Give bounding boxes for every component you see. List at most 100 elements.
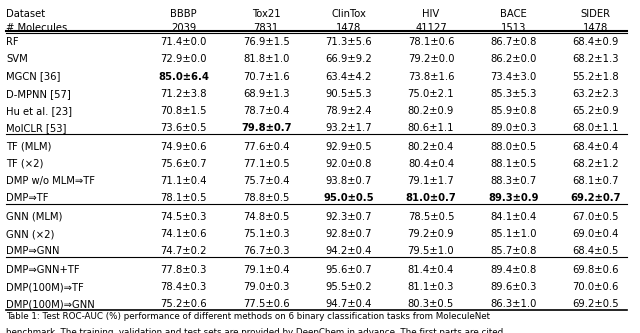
Text: 75.7±0.4: 75.7±0.4 [243,176,289,186]
Text: 67.0±0.5: 67.0±0.5 [573,212,619,222]
Text: 68.4±0.5: 68.4±0.5 [573,246,619,256]
Text: 68.2±1.3: 68.2±1.3 [573,54,619,64]
Text: 77.5±0.6: 77.5±0.6 [243,299,289,309]
Text: 70.0±0.6: 70.0±0.6 [573,282,619,292]
Text: 89.3±0.9: 89.3±0.9 [488,193,539,203]
Text: 70.8±1.5: 70.8±1.5 [161,106,207,116]
Text: 81.8±1.0: 81.8±1.0 [243,54,289,64]
Text: MolCLR [53]: MolCLR [53] [6,123,67,133]
Text: 80.3±0.5: 80.3±0.5 [408,299,454,309]
Text: 73.4±3.0: 73.4±3.0 [490,72,536,82]
Text: 74.5±0.3: 74.5±0.3 [161,212,207,222]
Text: 79.2±0.9: 79.2±0.9 [408,229,454,239]
Text: 1478: 1478 [336,23,361,33]
Text: TF (×2): TF (×2) [6,159,44,169]
Text: BBBP: BBBP [170,9,197,19]
Text: 68.1±0.7: 68.1±0.7 [573,176,619,186]
Text: GNN (×2): GNN (×2) [6,229,54,239]
Text: 79.0±0.3: 79.0±0.3 [243,282,289,292]
Text: 65.2±0.9: 65.2±0.9 [572,106,619,116]
Text: 76.7±0.3: 76.7±0.3 [243,246,289,256]
Text: 70.7±1.6: 70.7±1.6 [243,72,289,82]
Text: 79.5±1.0: 79.5±1.0 [408,246,454,256]
Text: 71.3±5.6: 71.3±5.6 [325,37,372,47]
Text: 71.1±0.4: 71.1±0.4 [161,176,207,186]
Text: 89.6±0.3: 89.6±0.3 [490,282,536,292]
Text: 71.4±0.0: 71.4±0.0 [161,37,207,47]
Text: 79.1±0.4: 79.1±0.4 [243,265,289,275]
Text: Table 1: Test ROC-AUC (%) performance of different methods on 6 binary classific: Table 1: Test ROC-AUC (%) performance of… [6,312,490,321]
Text: 74.1±0.6: 74.1±0.6 [161,229,207,239]
Text: 68.2±1.2: 68.2±1.2 [572,159,619,169]
Text: 68.4±0.4: 68.4±0.4 [573,142,619,152]
Text: DMP(100M)⇒GNN: DMP(100M)⇒GNN [6,299,95,309]
Text: GNN (MLM): GNN (MLM) [6,212,63,222]
Text: D-MPNN [57]: D-MPNN [57] [6,89,71,99]
Text: 80.2±0.4: 80.2±0.4 [408,142,454,152]
Text: Hu et al. [23]: Hu et al. [23] [6,106,72,116]
Text: 55.2±1.8: 55.2±1.8 [572,72,619,82]
Text: 41127: 41127 [415,23,447,33]
Text: 79.2±0.0: 79.2±0.0 [408,54,454,64]
Text: 92.8±0.7: 92.8±0.7 [325,229,372,239]
Text: 66.9±9.2: 66.9±9.2 [325,54,372,64]
Text: 69.2±0.7: 69.2±0.7 [570,193,621,203]
Text: 88.1±0.5: 88.1±0.5 [490,159,536,169]
Text: 78.5±0.5: 78.5±0.5 [408,212,454,222]
Text: 80.2±0.9: 80.2±0.9 [408,106,454,116]
Text: benchmark. The training, validation and test sets are provided by DeepChem in ad: benchmark. The training, validation and … [6,328,504,333]
Text: 73.6±0.5: 73.6±0.5 [161,123,207,133]
Text: DMP⇒GNN+TF: DMP⇒GNN+TF [6,265,80,275]
Text: 78.7±0.4: 78.7±0.4 [243,106,289,116]
Text: 69.0±0.4: 69.0±0.4 [573,229,619,239]
Text: ClinTox: ClinTox [331,9,366,19]
Text: 92.3±0.7: 92.3±0.7 [325,212,372,222]
Text: 84.1±0.4: 84.1±0.4 [490,212,536,222]
Text: 95.0±0.5: 95.0±0.5 [323,193,374,203]
Text: TF (MLM): TF (MLM) [6,142,52,152]
Text: 69.2±0.5: 69.2±0.5 [572,299,619,309]
Text: 74.9±0.6: 74.9±0.6 [161,142,207,152]
Text: 85.9±0.8: 85.9±0.8 [490,106,536,116]
Text: 68.9±1.3: 68.9±1.3 [243,89,289,99]
Text: 92.0±0.8: 92.0±0.8 [325,159,372,169]
Text: 88.0±0.5: 88.0±0.5 [490,142,536,152]
Text: 86.2±0.0: 86.2±0.0 [490,54,536,64]
Text: Tox21: Tox21 [252,9,280,19]
Text: 75.2±0.6: 75.2±0.6 [161,299,207,309]
Text: 95.5±0.2: 95.5±0.2 [325,282,372,292]
Text: DMP⇒GNN: DMP⇒GNN [6,246,60,256]
Text: 95.6±0.7: 95.6±0.7 [325,265,372,275]
Text: 63.2±2.3: 63.2±2.3 [573,89,619,99]
Text: MGCN [36]: MGCN [36] [6,72,61,82]
Text: 74.7±0.2: 74.7±0.2 [161,246,207,256]
Text: 80.6±1.1: 80.6±1.1 [408,123,454,133]
Text: 78.9±2.4: 78.9±2.4 [325,106,372,116]
Text: 75.0±2.1: 75.0±2.1 [408,89,454,99]
Text: 92.9±0.5: 92.9±0.5 [325,142,372,152]
Text: 94.2±0.4: 94.2±0.4 [325,246,372,256]
Text: 78.1±0.5: 78.1±0.5 [161,193,207,203]
Text: SVM: SVM [6,54,28,64]
Text: 75.6±0.7: 75.6±0.7 [161,159,207,169]
Text: 1513: 1513 [500,23,526,33]
Text: 81.4±0.4: 81.4±0.4 [408,265,454,275]
Text: 77.1±0.5: 77.1±0.5 [243,159,289,169]
Text: HIV: HIV [422,9,440,19]
Text: 93.8±0.7: 93.8±0.7 [325,176,372,186]
Text: 78.1±0.6: 78.1±0.6 [408,37,454,47]
Text: 80.4±0.4: 80.4±0.4 [408,159,454,169]
Text: RF: RF [6,37,19,47]
Text: 85.1±1.0: 85.1±1.0 [490,229,536,239]
Text: 77.6±0.4: 77.6±0.4 [243,142,289,152]
Text: 81.1±0.3: 81.1±0.3 [408,282,454,292]
Text: 88.3±0.7: 88.3±0.7 [490,176,536,186]
Text: 63.4±4.2: 63.4±4.2 [325,72,372,82]
Text: 68.4±0.9: 68.4±0.9 [573,37,619,47]
Text: # Molecules: # Molecules [6,23,68,33]
Text: 85.0±6.4: 85.0±6.4 [158,72,209,82]
Text: 7831: 7831 [253,23,279,33]
Text: 86.3±1.0: 86.3±1.0 [490,299,536,309]
Text: 79.8±0.7: 79.8±0.7 [241,123,291,133]
Text: Dataset: Dataset [6,9,45,19]
